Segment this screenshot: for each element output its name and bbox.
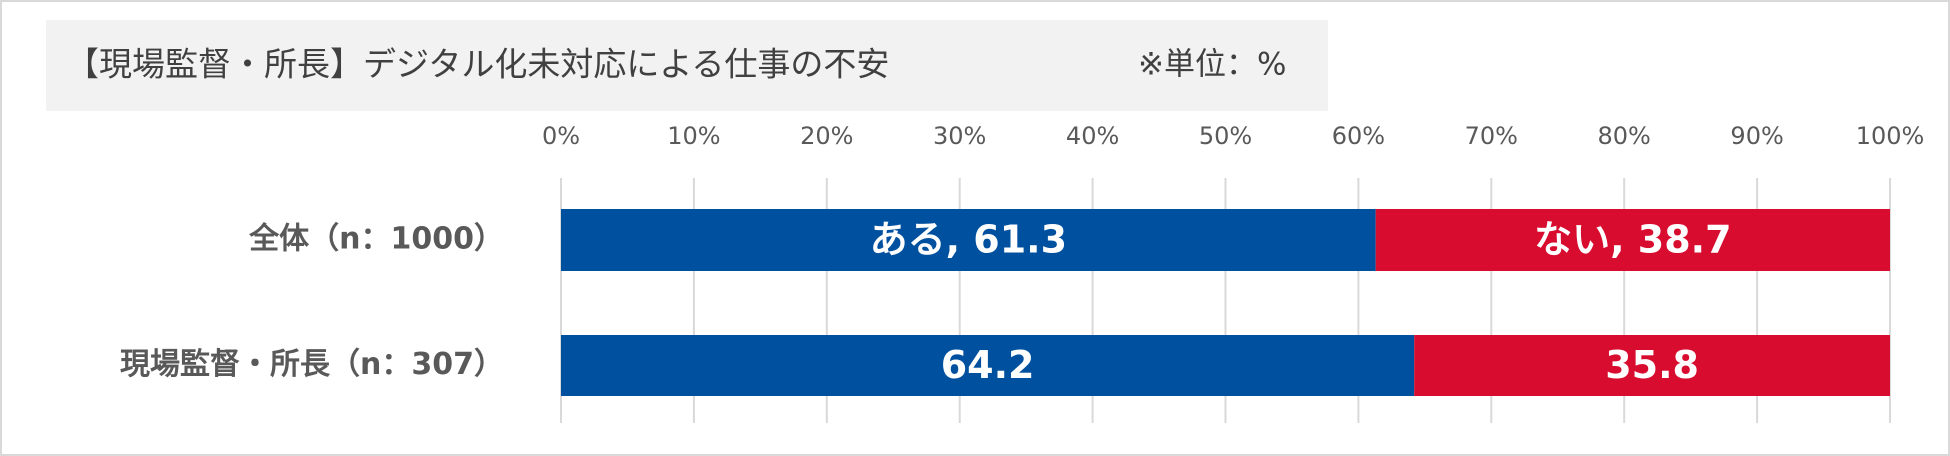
x-tick-label: 30% [933,122,986,150]
x-tick-label: 60% [1332,122,1385,150]
bar-segment: ない [1375,209,1890,271]
x-tick-label: 20% [800,122,853,150]
data-label: 64.2 [941,343,1035,387]
y-tick-label: 全体（n：1000） [248,222,504,257]
bar-segment: ある [561,335,1415,396]
x-tick-label: 90% [1730,122,1783,150]
title-box [46,20,1328,111]
bar-segment: ある [561,209,1376,271]
bar-segment: ない [1414,335,1890,396]
data-label: 35.8 [1605,343,1699,387]
x-tick-label: 50% [1199,122,1252,150]
x-tick-label: 40% [1066,122,1119,150]
chart-subtitle: ※単位：% [1138,47,1286,83]
data-label: ない, 38.7 [1534,218,1731,262]
x-tick-label: 100% [1856,122,1925,150]
x-tick-label: 70% [1465,122,1518,150]
x-tick-label: 10% [667,122,720,150]
x-tick-label: 0% [542,122,580,150]
x-tick-label: 80% [1598,122,1651,150]
y-tick-label: 現場監督・所長（n：307） [120,347,504,382]
data-label: ある, 61.3 [870,218,1067,262]
chart-title: 【現場監督・所長】デジタル化未対応による仕事の不安 [66,45,889,84]
